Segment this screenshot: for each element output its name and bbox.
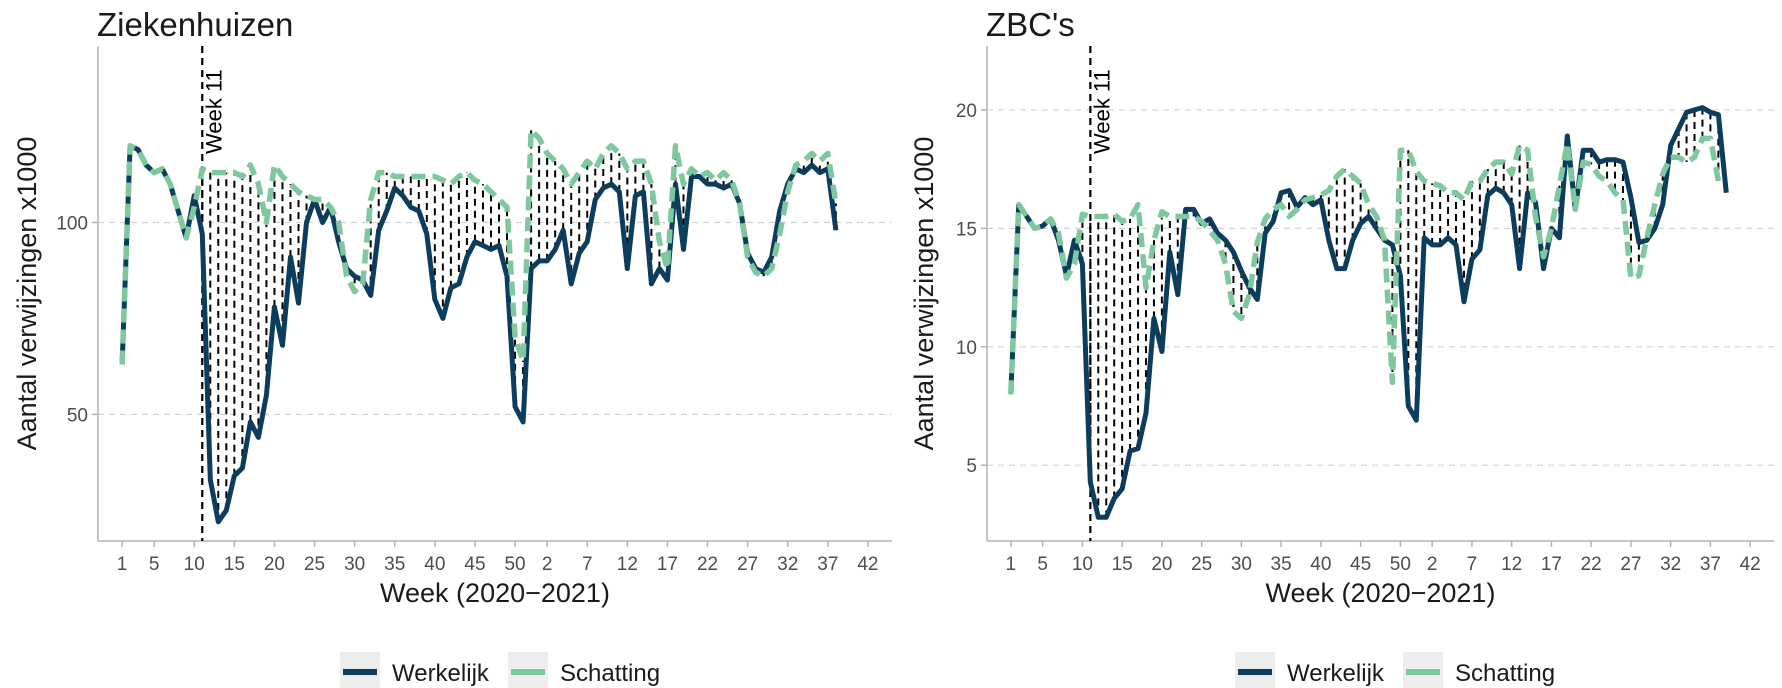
x-tick-label: 7: [1467, 554, 1478, 575]
x-tick-label: 40: [424, 554, 445, 575]
x-tick-label: 30: [1231, 554, 1252, 575]
panel-title: ZBC's: [986, 6, 1075, 43]
x-tick-label: 5: [149, 554, 160, 575]
x-tick-label: 2: [542, 554, 553, 575]
x-tick-label: 25: [1191, 554, 1212, 575]
x-axis-title: Week (2020−2021): [1266, 578, 1496, 608]
x-tick-label: 25: [304, 554, 325, 575]
series-line-schatting: [1008, 135, 1722, 395]
legend-item-schatting: Schatting: [1403, 652, 1555, 688]
y-tick-label: 100: [56, 214, 88, 235]
x-tick-label: 10: [1072, 554, 1093, 575]
x-tick-label: 15: [224, 554, 245, 575]
week-11-label: Week 11: [1089, 69, 1114, 154]
x-tick-label: 37: [1700, 554, 1721, 575]
x-tick-label: 1: [117, 554, 128, 575]
y-tick-label: 20: [956, 101, 977, 122]
x-tick-label: 20: [264, 554, 285, 575]
x-tick-label: 5: [1037, 554, 1048, 575]
legend-label: Werkelijk: [392, 660, 490, 687]
x-tick-label: 17: [1541, 554, 1562, 575]
legend-label: Werkelijk: [1287, 660, 1385, 687]
x-tick-label: 35: [384, 554, 405, 575]
legend-label: Schatting: [1455, 660, 1555, 687]
x-tick-label: 1: [1006, 554, 1017, 575]
x-tick-label: 40: [1310, 554, 1331, 575]
x-tick-label: 20: [1151, 554, 1172, 575]
legend-label: Schatting: [560, 660, 660, 687]
x-tick-label: 42: [857, 554, 878, 575]
y-tick-label: 50: [67, 405, 88, 426]
legend-left: Werkelijk Schatting: [340, 652, 660, 688]
y-axis-title: Aantal verwijzingen x1000: [12, 137, 42, 451]
series-line-werkelijk: [1008, 105, 1729, 520]
y-tick-label: 5: [966, 456, 977, 477]
legend-item-schatting: Schatting: [508, 652, 660, 688]
x-tick-label: 32: [777, 554, 798, 575]
panel-title: Ziekenhuizen: [97, 6, 293, 43]
x-tick-label: 27: [737, 554, 758, 575]
x-tick-label: 35: [1271, 554, 1292, 575]
x-axis-title: Week (2020−2021): [380, 578, 610, 608]
legend-item-werkelijk: Werkelijk: [340, 652, 490, 688]
x-tick-label: 12: [1501, 554, 1522, 575]
legend-item-werkelijk: Werkelijk: [1235, 652, 1385, 688]
x-tick-label: 42: [1740, 554, 1761, 575]
week-11-label: Week 11: [201, 69, 226, 154]
x-tick-label: 17: [657, 554, 678, 575]
x-tick-label: 10: [184, 554, 205, 575]
x-tick-label: 22: [697, 554, 718, 575]
x-tick-label: 2: [1427, 554, 1438, 575]
legend-right: Werkelijk Schatting: [1235, 652, 1555, 688]
x-tick-label: 15: [1112, 554, 1133, 575]
x-tick-label: 45: [1350, 554, 1371, 575]
y-axis-title: Aantal verwijzingen x1000: [909, 137, 939, 451]
x-tick-label: 50: [504, 554, 525, 575]
x-tick-label: 37: [817, 554, 838, 575]
x-tick-label: 45: [464, 554, 485, 575]
x-tick-label: 50: [1390, 554, 1411, 575]
x-tick-label: 27: [1620, 554, 1641, 575]
x-tick-label: 32: [1660, 554, 1681, 575]
x-tick-label: 30: [344, 554, 365, 575]
series-line-werkelijk: [119, 143, 839, 525]
x-tick-label: 7: [582, 554, 593, 575]
series-line-schatting: [119, 127, 839, 365]
x-tick-label: 12: [617, 554, 638, 575]
y-tick-label: 15: [956, 219, 977, 240]
y-tick-label: 10: [956, 338, 977, 359]
x-tick-label: 22: [1581, 554, 1602, 575]
